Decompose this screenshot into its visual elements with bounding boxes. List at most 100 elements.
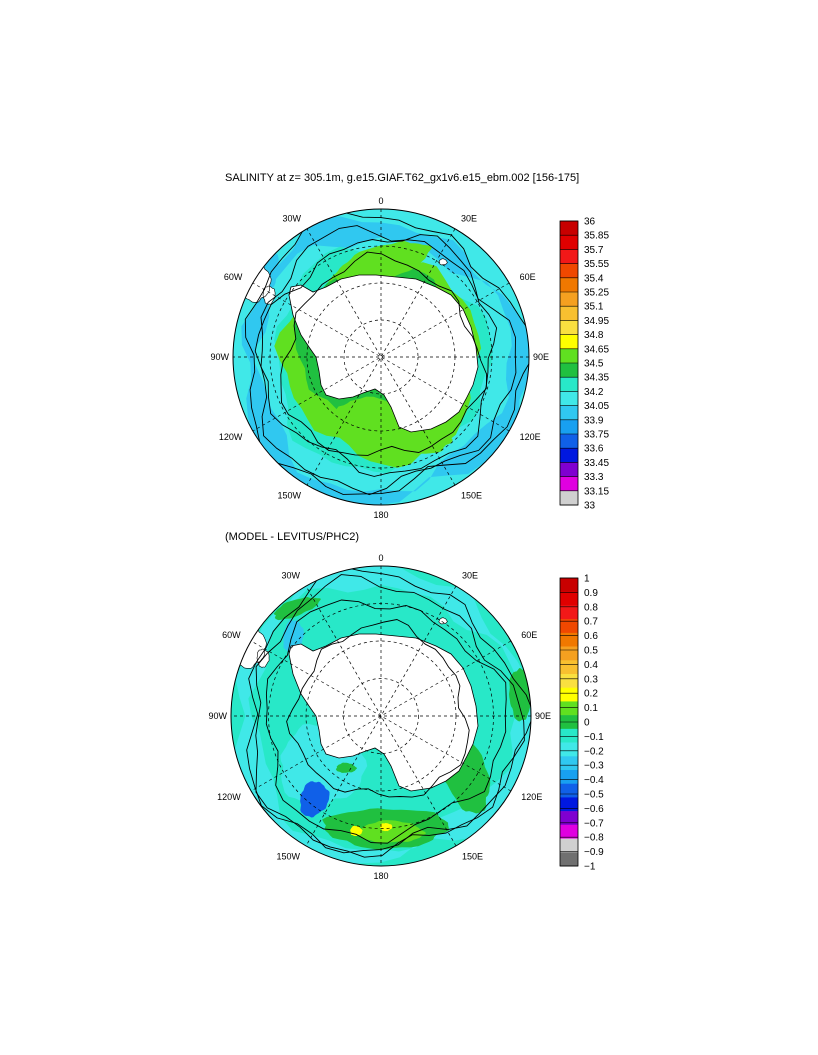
- colorbar-label: 34.2: [584, 387, 604, 398]
- colorbar-label: 0.8: [584, 602, 598, 613]
- colorbar-label: 0: [584, 718, 590, 729]
- longitude-label: 150W: [277, 491, 301, 501]
- contour-lines: [244, 211, 529, 496]
- longitude-label: 90W: [208, 711, 227, 721]
- colorbar-swatch: [560, 605, 578, 620]
- colorbar-label: 34.05: [584, 401, 609, 412]
- colorbar-label: 33: [584, 501, 596, 512]
- colorbar-label: 0.6: [584, 631, 598, 642]
- longitude-label: 150W: [276, 851, 300, 861]
- colorbar-swatch: [560, 728, 578, 743]
- colorbar: 36 35.85 35.7 35.55 35.4 35.25 35.1 34.95 34.8 34…: [559, 217, 609, 512]
- deep-negative-patch: [300, 781, 330, 818]
- colorbar-swatch: [560, 838, 578, 853]
- colorbar-label: 33.45: [584, 458, 609, 469]
- contour-line: [255, 574, 525, 858]
- map-title-difference: (MODEL - LEVITUS/PHC2): [225, 531, 360, 543]
- longitude-label: 30W: [281, 571, 300, 581]
- colorbar-swatch: [560, 674, 578, 689]
- map-fields: [233, 209, 529, 505]
- colorbar-swatch: [560, 434, 578, 449]
- longitude-label: 90E: [533, 352, 549, 362]
- colorbar-label: −0.6: [584, 804, 604, 815]
- positive-patch-ross: [335, 762, 357, 773]
- island: [438, 258, 448, 266]
- colorbar-swatch: [560, 334, 578, 350]
- graticule: [233, 209, 529, 505]
- colorbar-label: 34.8: [584, 330, 604, 341]
- longitude-label: 60E: [521, 630, 537, 640]
- colorbar-swatch: [560, 448, 578, 463]
- colorbar-label: 35.25: [584, 288, 609, 299]
- longitude-label: 180: [373, 871, 388, 881]
- colorbar-swatch: [560, 249, 578, 264]
- longitude-label: 90W: [210, 352, 229, 362]
- antarctica-landmass: [288, 274, 479, 433]
- colorbar-swatch: [560, 632, 578, 647]
- colorbar-swatch: [560, 824, 578, 839]
- colorbar-swatch: [560, 660, 578, 675]
- colorbar-label: 35.55: [584, 259, 609, 270]
- longitude-label: 30W: [282, 213, 301, 223]
- longitude-label: 60E: [520, 272, 536, 282]
- meridian-line: [305, 585, 457, 847]
- contour-line: [246, 566, 531, 854]
- contour-line: [265, 599, 507, 844]
- colorbar-label: 33.9: [584, 415, 604, 426]
- longitude-label: 90E: [535, 711, 551, 721]
- colorbar-swatch: [560, 462, 578, 477]
- colorbar-swatch: [560, 687, 578, 702]
- colorbar-label: −0.1: [584, 732, 604, 743]
- colorbar-label: 33.15: [584, 486, 609, 497]
- colorbar-swatch: [560, 235, 578, 250]
- colorbar-label: 35.85: [584, 231, 609, 242]
- colorbar-swatch: [560, 277, 578, 293]
- colorbar-label: 33.3: [584, 472, 604, 483]
- colorbar-swatch: [560, 348, 578, 364]
- colorbar-label: 36: [584, 217, 596, 228]
- colorbar-swatch: [560, 701, 578, 716]
- longitude-label: 120E: [521, 792, 542, 802]
- salinity-polar-map: 0 30E 60E 90E 120E 150E 180 150W 120W 90W 60W 30W 36…: [210, 196, 609, 520]
- contour-line: [254, 234, 498, 477]
- colorbar-swatch: [560, 490, 578, 506]
- colorbar-label: 33.75: [584, 430, 609, 441]
- colorbar-swatch: [560, 646, 578, 661]
- colorbar-label: 34.5: [584, 359, 604, 370]
- colorbar-label: 0.2: [584, 689, 598, 700]
- colorbar-swatch: [560, 578, 578, 593]
- colorbar-label: 34.95: [584, 316, 609, 327]
- longitude-label: 0: [378, 196, 383, 206]
- longitude-label: 120W: [217, 792, 241, 802]
- colorbar-label: 35.7: [584, 245, 604, 256]
- contour-line: [286, 619, 470, 798]
- contour-line: [280, 251, 488, 456]
- longitude-label: 0: [378, 553, 383, 563]
- colorbar-label: −0.3: [584, 761, 604, 772]
- colorbar-swatch: [560, 263, 578, 279]
- colorbar-label: −0.7: [584, 818, 604, 829]
- colorbar-swatch: [560, 419, 578, 435]
- colorbar-swatch: [560, 405, 578, 421]
- colorbar-swatch: [560, 770, 578, 785]
- contour-line: [260, 225, 517, 496]
- longitude-label: 30E: [462, 571, 478, 581]
- longitude-label: 120W: [219, 432, 243, 442]
- longitude-label: 120E: [520, 432, 541, 442]
- colorbar-swatch: [560, 619, 578, 634]
- colorbar-label: 35.1: [584, 302, 604, 313]
- contour-lines: [246, 566, 531, 858]
- longitude-label: 150E: [461, 491, 482, 501]
- colorbar-swatch: [560, 852, 578, 867]
- meridian-line: [306, 228, 456, 486]
- meridian-line: [306, 228, 456, 486]
- longitude-label: 150E: [462, 851, 483, 861]
- colorbar-label: −0.2: [584, 746, 604, 757]
- colorbar: 1 0.9 0.8 0.7 0.6 0.5 0.4 0.3 0.2 0.1 0 −0.1 −0.2 −0.…: [559, 574, 604, 873]
- colorbar-swatch: [560, 292, 578, 307]
- colorbar-swatch: [560, 363, 578, 378]
- colorbar-label: −0.8: [584, 833, 604, 844]
- colorbar-label: 0.4: [584, 660, 598, 671]
- longitude-label: 60W: [222, 630, 241, 640]
- colorbar-label: 0.5: [584, 646, 598, 657]
